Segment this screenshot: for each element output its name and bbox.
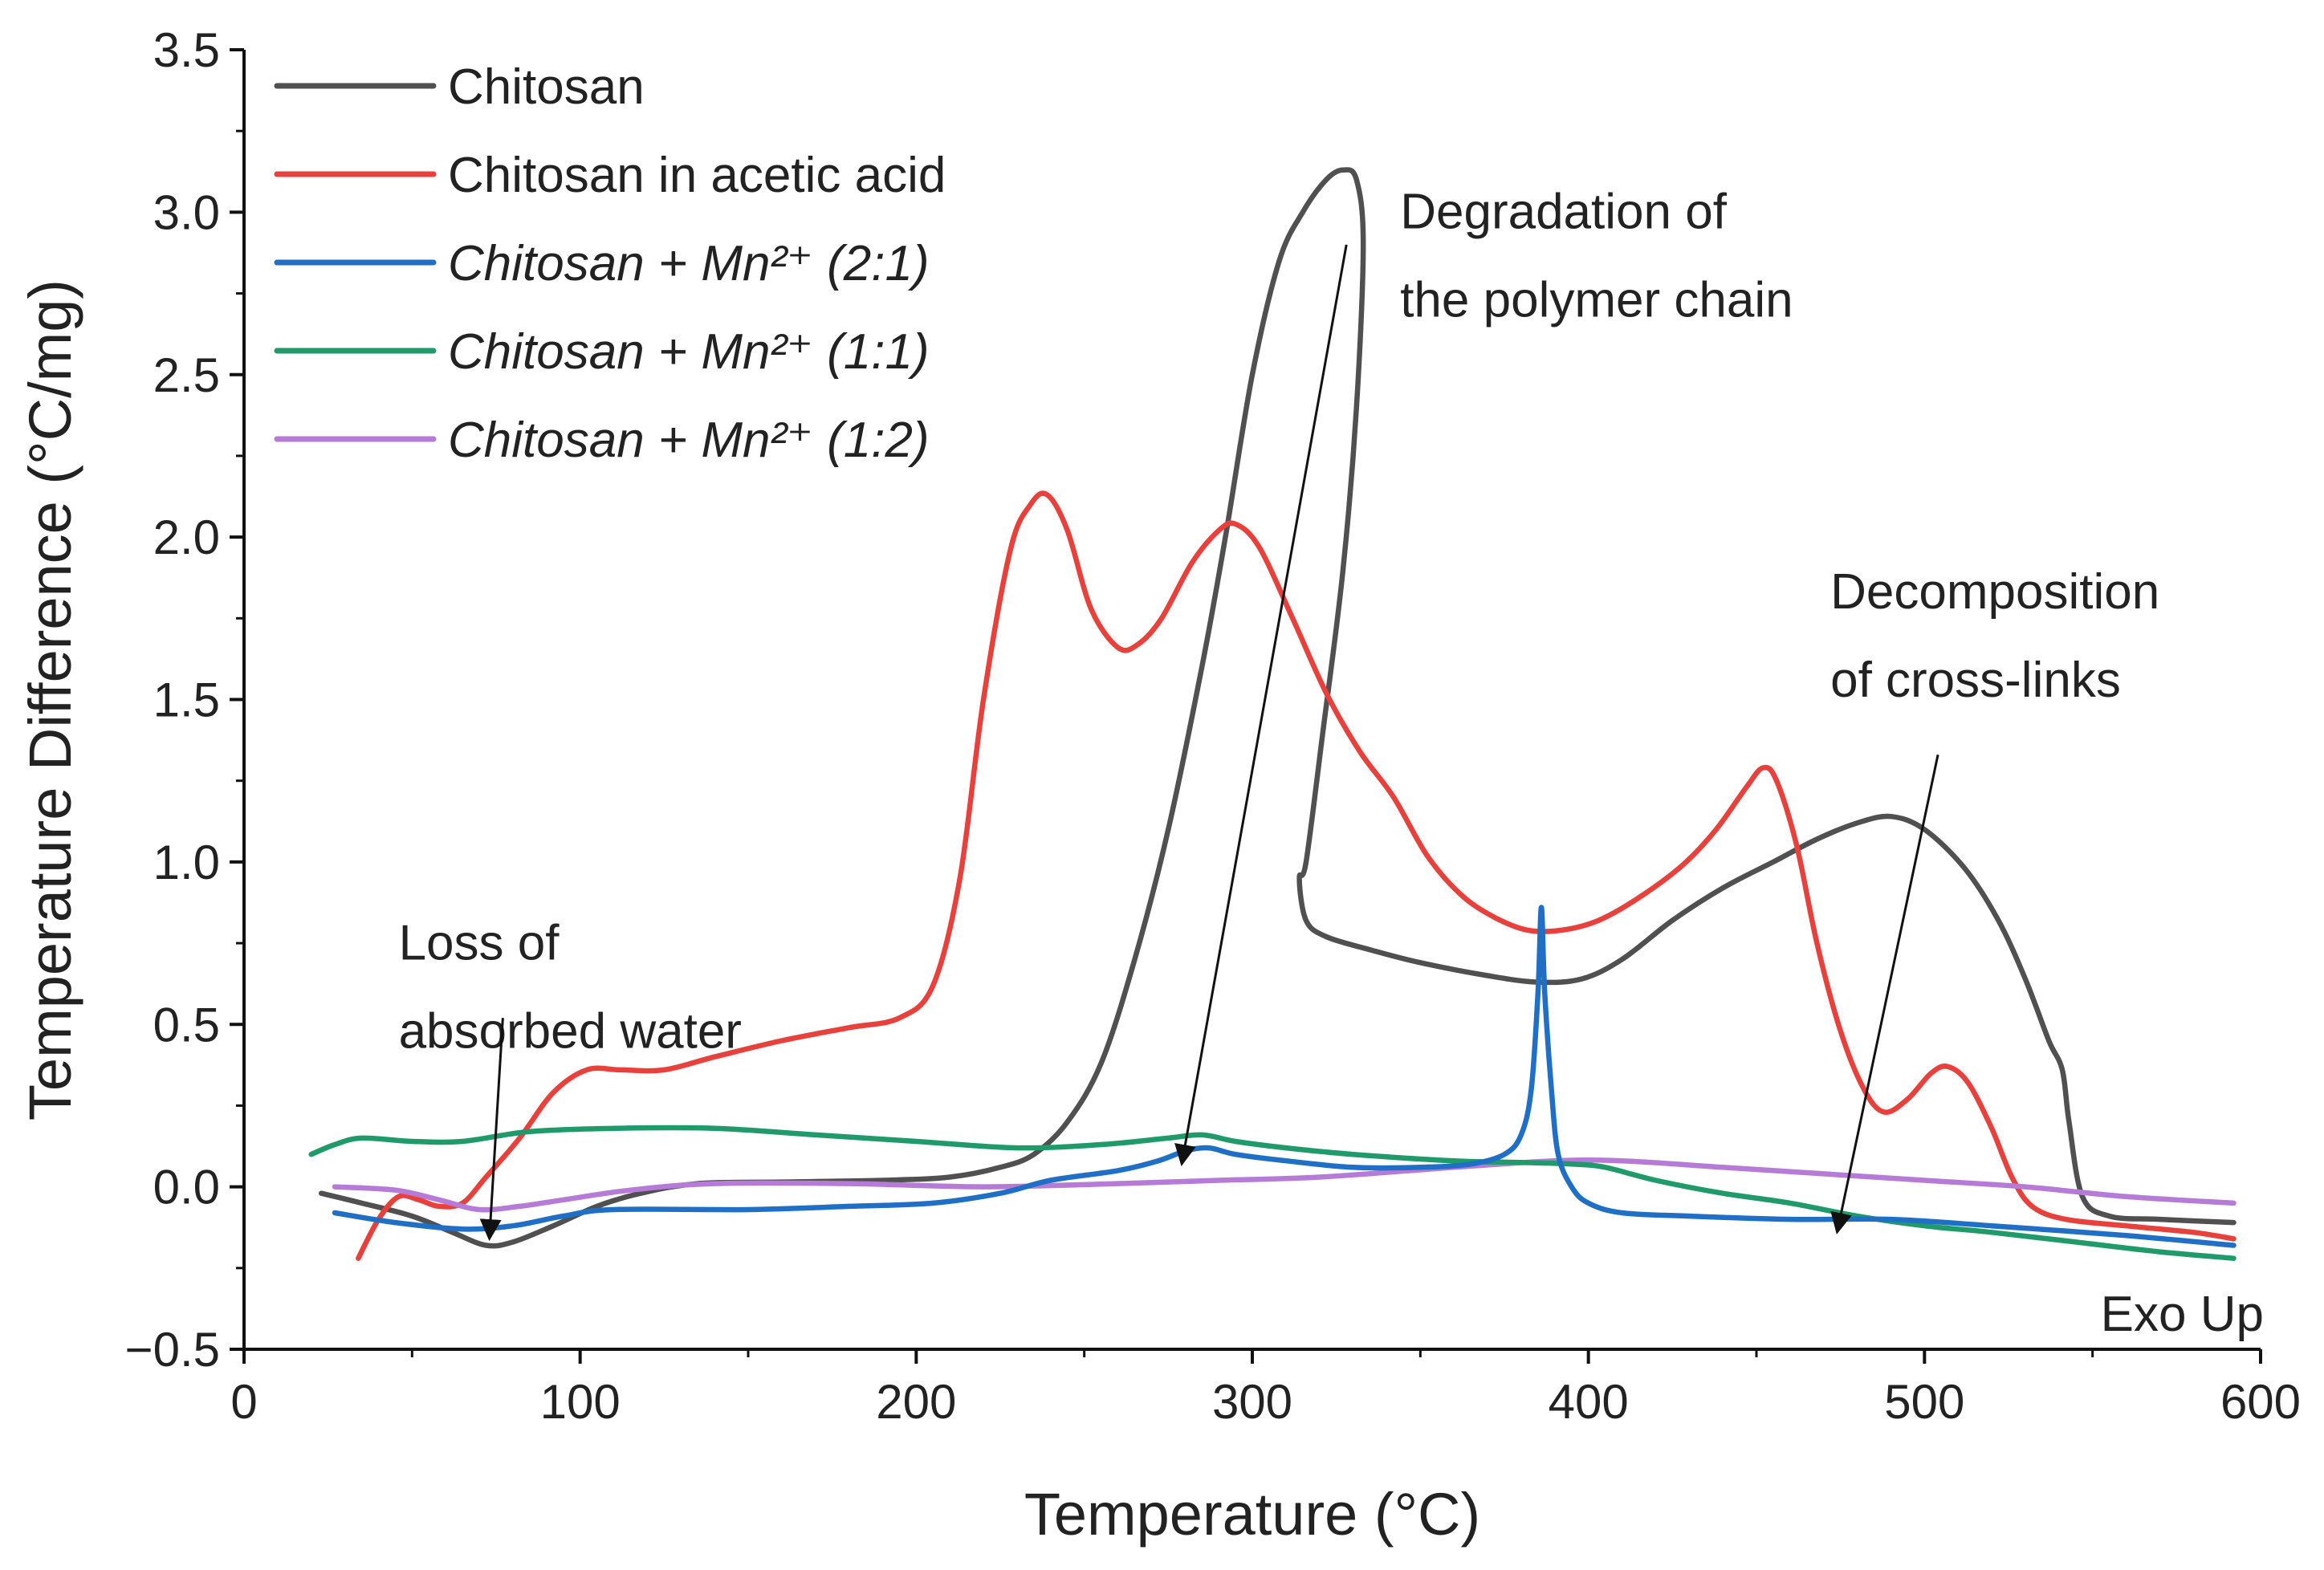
annotation-arrow-water-loss — [479, 1018, 504, 1242]
legend-label-1: Chitosan in acetic acid — [448, 148, 946, 203]
y-tick-label: 2.5 — [153, 348, 220, 402]
x-tick-label: 300 — [1212, 1375, 1292, 1429]
y-tick-label: 1.5 — [153, 673, 220, 727]
y-tick-label: 1.0 — [153, 836, 220, 889]
annotation-polymer-degradation-line: Degradation of — [1400, 185, 1727, 240]
annotations: Loss of absorbed water Degradation of the p… — [399, 185, 2159, 1242]
legend: Chitosan Chitosan in acetic acid Chitosan … — [274, 59, 946, 468]
legend-label-0: Chitosan — [448, 59, 645, 115]
annotation-crosslink-decomposition-line: of cross-links — [1830, 653, 2121, 708]
x-axis-title: Temperature (°C) — [1024, 1481, 1480, 1548]
y-tick-label: 3.5 — [153, 23, 220, 77]
series-line-2 — [332, 905, 2236, 1248]
annotation-arrow-polymer-degradation — [1174, 244, 1348, 1166]
x-tick-label: 200 — [876, 1375, 956, 1429]
y-tick-label: 0.5 — [153, 998, 220, 1051]
x-tick-label: 0 — [230, 1375, 257, 1429]
exo-up-label: Exo Up — [2101, 1287, 2264, 1342]
y-tick-label: 2.0 — [153, 510, 220, 564]
legend-label-3: Chitosan + Mn²⁺ (1:1) — [448, 324, 930, 380]
x-tick-label: 400 — [1549, 1375, 1629, 1429]
annotation-water-loss-line: absorbed water — [399, 1003, 742, 1059]
annotation-arrow-crosslink-decomposition — [1830, 754, 1939, 1234]
series-line-1 — [356, 490, 2236, 1261]
x-tick-label: 100 — [540, 1375, 621, 1429]
y-axis-title: Temperature Difference (°C/mg) — [17, 279, 83, 1121]
legend-label-4: Chitosan + Mn²⁺ (1:2) — [448, 413, 930, 468]
ticks: 0 100 200 300 400 500 600 −0.5 0.0 0.5 1.0 1.5 2.0 2.… — [125, 23, 2302, 1429]
x-tick-label: 600 — [2220, 1375, 2301, 1429]
y-tick-label: 3.0 — [153, 185, 220, 239]
annotation-water-loss-line: Loss of — [399, 915, 560, 970]
y-tick-label: −0.5 — [125, 1323, 220, 1377]
legend-label-2: Chitosan + Mn²⁺ (2:1) — [448, 236, 930, 291]
x-tick-label: 500 — [1884, 1375, 1964, 1429]
series-layer — [308, 167, 2236, 1261]
series-line-4 — [332, 1157, 2236, 1213]
annotation-polymer-degradation-line: the polymer chain — [1400, 273, 1793, 328]
y-tick-label: 0.0 — [153, 1161, 220, 1214]
annotation-crosslink-decomposition-line: Decomposition — [1830, 564, 2159, 620]
